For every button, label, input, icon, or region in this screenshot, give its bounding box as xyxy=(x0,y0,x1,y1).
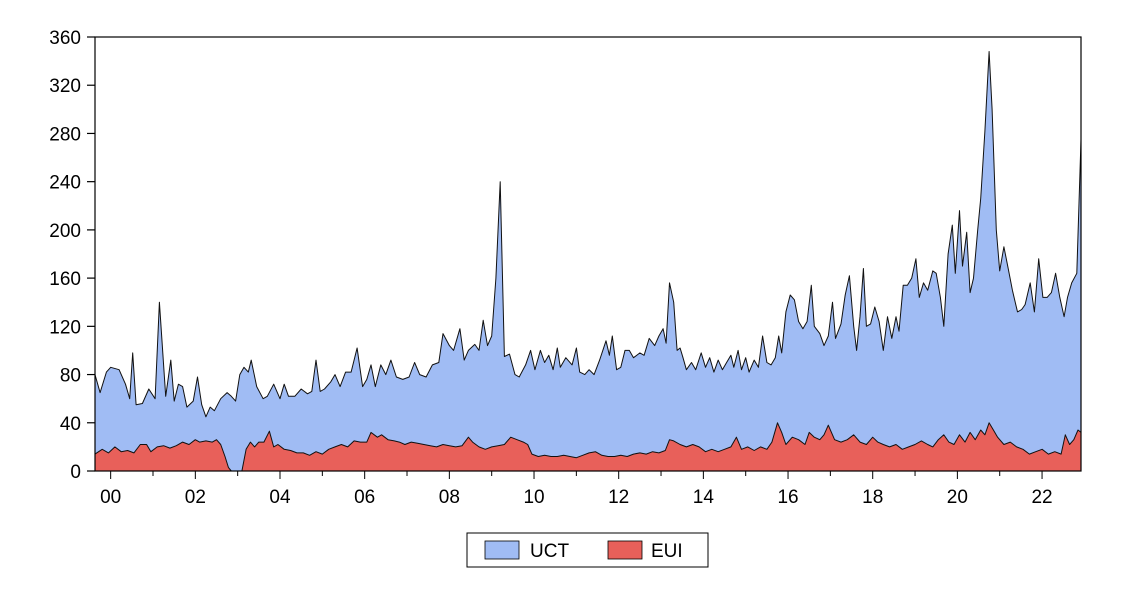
x-tick-label: 02 xyxy=(185,487,206,508)
y-tick-label: 280 xyxy=(49,124,81,145)
x-tick-label: 22 xyxy=(1031,487,1052,508)
y-tick-label: 200 xyxy=(49,221,81,242)
x-tick-label: 00 xyxy=(100,487,121,508)
y-tick-label: 240 xyxy=(49,173,81,194)
series-areas xyxy=(94,51,1082,472)
x-tick-label: 08 xyxy=(439,487,460,508)
y-tick-label: 320 xyxy=(49,76,81,97)
legend-swatch-uct xyxy=(484,540,520,560)
area-eui xyxy=(95,422,1081,471)
y-axis: 0 40 80 120 160 200 240 280 320 360 xyxy=(49,28,95,483)
x-tick-label: 10 xyxy=(523,487,544,508)
x-tick-label: 20 xyxy=(947,487,968,508)
x-tick-label: 14 xyxy=(693,487,715,508)
x-tick-label: 06 xyxy=(354,487,375,508)
y-tick-label: 360 xyxy=(49,28,81,49)
legend: UCT EUI xyxy=(466,532,709,568)
y-tick-label: 120 xyxy=(49,317,81,338)
x-tick-label: 04 xyxy=(269,487,291,508)
plot-frame xyxy=(94,36,1082,472)
line-uct xyxy=(94,51,1082,418)
x-tick-label: 18 xyxy=(862,487,883,508)
x-tick-label: 12 xyxy=(608,487,629,508)
line-eui xyxy=(94,422,1082,472)
y-tick-label: 160 xyxy=(49,269,81,290)
legend-label-uct: UCT xyxy=(530,541,569,562)
y-tick-label: 80 xyxy=(60,366,81,387)
legend-swatch-eui xyxy=(607,540,643,560)
legend-label-eui: EUI xyxy=(651,541,683,562)
area-uct xyxy=(95,51,1081,471)
y-tick-label: 40 xyxy=(60,414,81,435)
y-tick-label: 0 xyxy=(70,462,81,483)
x-tick-label: 16 xyxy=(777,487,798,508)
x-axis: 00 02 04 06 08 10 12 14 16 18 20 22 xyxy=(100,471,1053,508)
